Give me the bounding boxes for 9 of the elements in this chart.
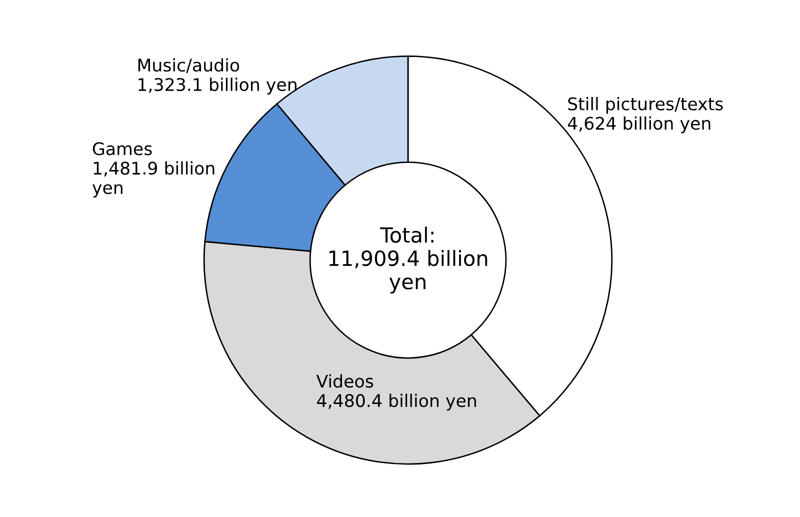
data-label: 1,481.9 billion yen (92, 161, 214, 198)
data-label: 4,480.4 billion yen (317, 394, 476, 411)
text: Total: 11,909.4 billion yen (329, 226, 488, 294)
data-label: 1,323.1 billion yen (138, 78, 296, 94)
slice-label: Still pictures/texts (568, 96, 723, 114)
slice-label: Music/audio (138, 58, 240, 74)
data-label: 4,624 billion yen (568, 116, 710, 134)
slice-label: Games (92, 142, 152, 156)
slice-label: Videos (316, 374, 374, 388)
